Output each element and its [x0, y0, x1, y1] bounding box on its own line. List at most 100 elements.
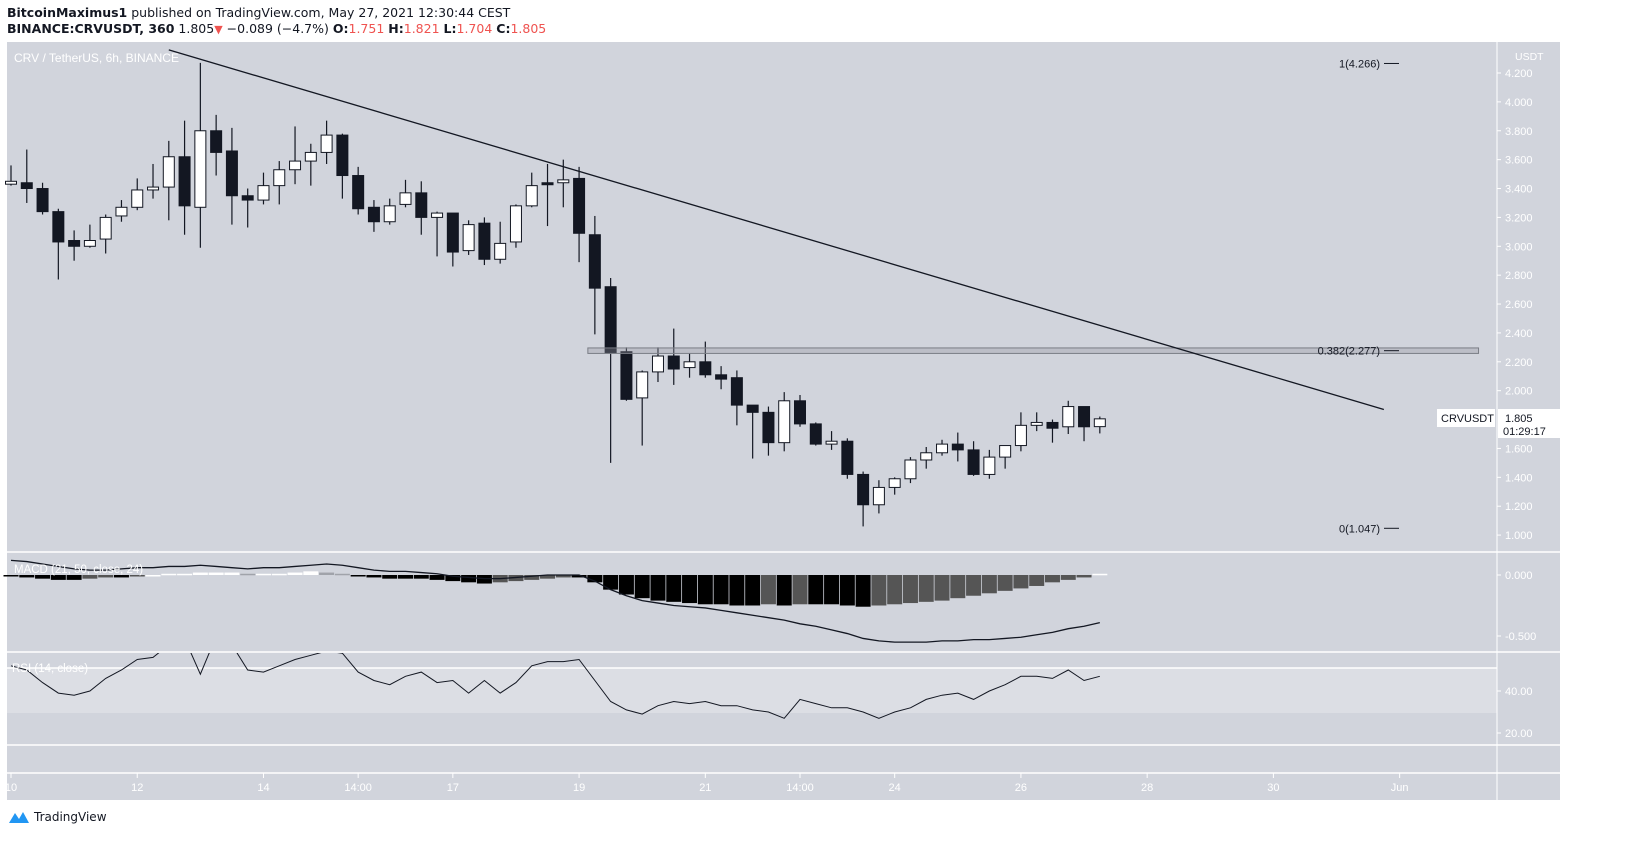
macd-histogram-bar: [824, 575, 840, 605]
low-value: 1.704: [456, 21, 493, 36]
rsi-tick-label: 20.00: [1505, 728, 1533, 740]
last-price: 1.805: [178, 21, 215, 36]
time-tick-label: 21: [699, 782, 711, 794]
macd-histogram-bar: [1013, 575, 1029, 589]
author-name[interactable]: BitcoinMaximus1: [7, 5, 128, 20]
candle-body: [241, 195, 254, 201]
candle-body: [509, 205, 522, 243]
candle-body: [936, 443, 949, 454]
candle-body: [352, 175, 365, 210]
candle: [147, 163, 160, 199]
price-tick-label: 3.200: [1505, 212, 1533, 224]
candle: [857, 471, 870, 527]
candle-body: [383, 205, 396, 223]
candle-body: [462, 224, 475, 252]
candle-body: [699, 361, 712, 376]
time-tick-label: 17: [447, 782, 459, 794]
candle: [541, 163, 554, 227]
candle: [888, 477, 901, 495]
macd-histogram-bar: [981, 575, 997, 594]
candle: [636, 370, 649, 446]
macd-histogram-bar: [145, 575, 161, 577]
macd-line: [10, 559, 1100, 643]
macd-tick-label: 0.000: [1505, 570, 1533, 582]
descending-trendline: [168, 49, 1385, 411]
candle: [210, 114, 223, 176]
symbol-info: BINANCE:CRVUSDT, 360 1.805▼ −0.089 (−4.7…: [7, 21, 546, 36]
candle-body: [320, 134, 333, 153]
candle: [131, 178, 144, 211]
candle-body: [620, 351, 633, 400]
macd-histogram-bar: [66, 575, 82, 580]
candle-body: [289, 160, 302, 171]
macd-histogram-bar: [603, 575, 619, 590]
candle: [573, 166, 586, 263]
macd-histogram-bar: [366, 575, 382, 578]
macd-histogram-bar: [319, 572, 335, 575]
candle: [983, 449, 996, 479]
published-text: published on TradingView.com, May 27, 20…: [131, 5, 511, 20]
macd-histogram-bar: [634, 575, 650, 599]
candle: [936, 439, 949, 456]
candle: [1030, 412, 1043, 432]
last-price-tag-price: 1.805: [1505, 413, 1533, 425]
time-tick-label: 26: [1015, 782, 1027, 794]
price-tick-label: 3.000: [1505, 241, 1533, 253]
price-tick-label: 1.400: [1505, 472, 1533, 484]
fib-level-label: 1(4.266): [1339, 58, 1380, 70]
candle: [36, 182, 49, 215]
candle-body: [715, 374, 728, 380]
candle-body: [131, 189, 144, 208]
macd-histogram-bar: [871, 575, 887, 606]
macd-histogram-bar: [445, 575, 461, 582]
time-tick-label: 30: [1267, 782, 1279, 794]
candle: [257, 172, 270, 205]
chart-title: CRV / TetherUS, 6h, BINANCE: [14, 51, 179, 65]
macd-histogram-bar: [934, 575, 950, 601]
tradingview-logo[interactable]: TradingView: [8, 810, 107, 824]
candle: [478, 217, 491, 266]
candle-body: [1093, 418, 1106, 428]
open-label: O:: [332, 21, 349, 36]
macd-histogram-bar: [382, 575, 398, 579]
candle-body: [210, 130, 223, 153]
candle-body: [68, 240, 81, 247]
macd-histogram-bar: [208, 572, 224, 575]
macd-histogram-bar: [129, 575, 145, 577]
macd-histogram-bar: [271, 573, 287, 576]
macd-histogram-bar: [192, 572, 208, 575]
tradingview-logo-icon: [9, 812, 29, 823]
candle-body: [52, 211, 65, 243]
close-label: C:: [496, 21, 511, 36]
macd-histogram-bar: [461, 575, 477, 583]
brand-name: TradingView: [34, 810, 107, 824]
last-price-tag-countdown: 01:29:17: [1503, 426, 1546, 438]
candle: [999, 445, 1012, 469]
candle-body: [651, 355, 664, 373]
macd-histogram-bar: [1029, 575, 1045, 586]
time-tick-label: 14: [257, 782, 269, 794]
macd-histogram-bar: [398, 575, 413, 579]
macd-histogram-bar: [950, 575, 966, 599]
macd-histogram-bar: [1092, 573, 1108, 576]
drawings[interactable]: 1(4.266) 0.382(2.277) 0(1.047): [168, 49, 1480, 535]
macd-histogram-bar: [760, 575, 776, 605]
time-tick-label: Jun: [1391, 782, 1409, 794]
candle-body: [225, 150, 238, 197]
candle-body: [162, 156, 175, 188]
macd-histogram-bar: [776, 575, 792, 606]
candle-body: [99, 216, 112, 240]
candle: [778, 392, 791, 452]
symbol-price-tag-text: CRVUSDT: [1441, 413, 1494, 425]
price-tick-label: 2.800: [1505, 270, 1533, 282]
rsi-pane: [10, 653, 1100, 719]
symbol-price-tag: [1437, 409, 1495, 427]
candle: [667, 328, 680, 385]
macd-histogram-bar: [3, 575, 19, 577]
candle-body: [478, 222, 491, 260]
candle: [620, 347, 633, 401]
candle-body: [415, 192, 428, 218]
candle-body: [967, 449, 980, 475]
candle-body: [825, 440, 838, 445]
